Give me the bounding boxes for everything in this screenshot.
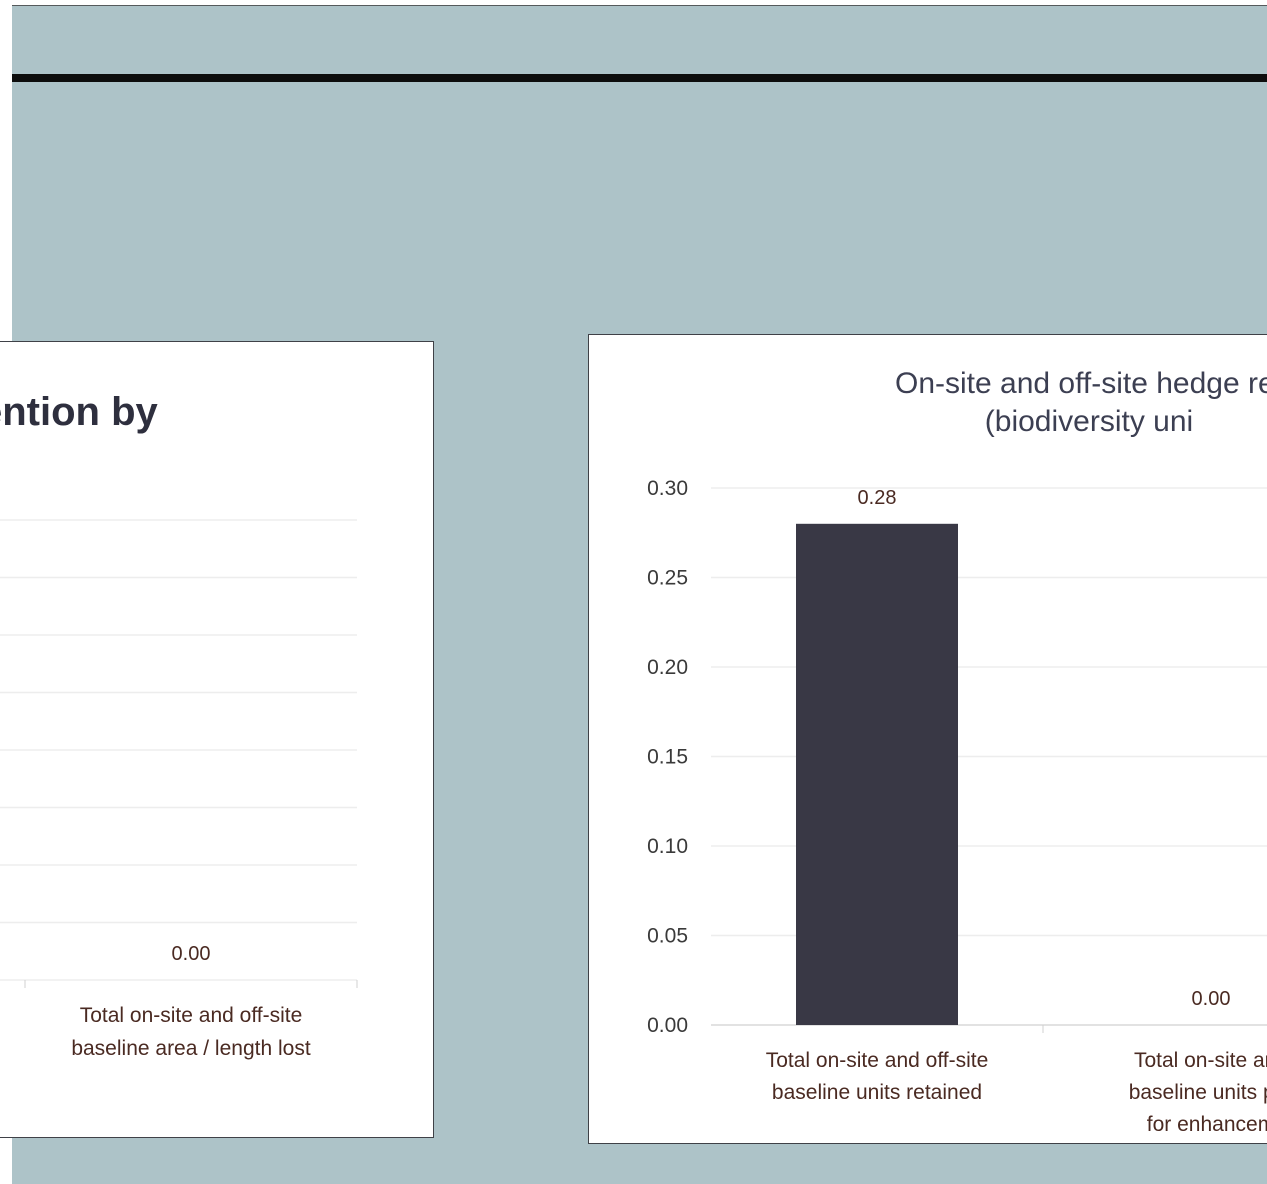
y-tick-label: 0.05 bbox=[647, 925, 688, 948]
category-label: baseline units retained bbox=[772, 1081, 982, 1104]
category-label: for enhancem bbox=[1147, 1113, 1267, 1136]
chart-panel-left: ention by 0.00 Total on-site and off-site… bbox=[0, 341, 434, 1138]
header-divider bbox=[12, 74, 1267, 82]
y-tick-label: 0.00 bbox=[647, 1014, 688, 1037]
bar-chart-right: 0.00 0.05 0.10 0.15 0.20 0.25 0.30 0.28 Total on… bbox=[647, 477, 1267, 1136]
category-label: Total on-site and bbox=[1134, 1049, 1267, 1072]
y-tick-label: 0.25 bbox=[647, 567, 688, 590]
category-label: baseline units pro bbox=[1129, 1081, 1267, 1104]
chart-title-line: (biodiversity uni bbox=[984, 405, 1194, 438]
chart-title: On-site and off-site hedge ret (biodiver… bbox=[589, 365, 1267, 441]
category-label: baseline area / length lost bbox=[71, 1037, 310, 1060]
y-tick-label: 0.20 bbox=[647, 656, 688, 679]
data-label: 0.00 bbox=[172, 943, 211, 965]
bar bbox=[796, 523, 958, 1025]
y-tick-label: 0.30 bbox=[647, 477, 688, 500]
y-tick-label: 0.10 bbox=[647, 835, 688, 858]
data-label: 0.00 bbox=[1192, 988, 1231, 1010]
category-label: Total on-site and off-site bbox=[80, 1004, 303, 1027]
chart-panel-right: On-site and off-site hedge ret (biodiver… bbox=[588, 334, 1267, 1144]
chart-title: ention by bbox=[0, 390, 158, 434]
y-tick-label: 0.15 bbox=[647, 746, 688, 769]
chart-title-line: On-site and off-site hedge ret bbox=[894, 367, 1267, 400]
data-label: 0.28 bbox=[858, 487, 897, 509]
bar-chart-left: 0.00 Total on-site and off-site baseline a… bbox=[0, 519, 358, 1060]
category-label: Total on-site and off-site bbox=[766, 1049, 989, 1072]
